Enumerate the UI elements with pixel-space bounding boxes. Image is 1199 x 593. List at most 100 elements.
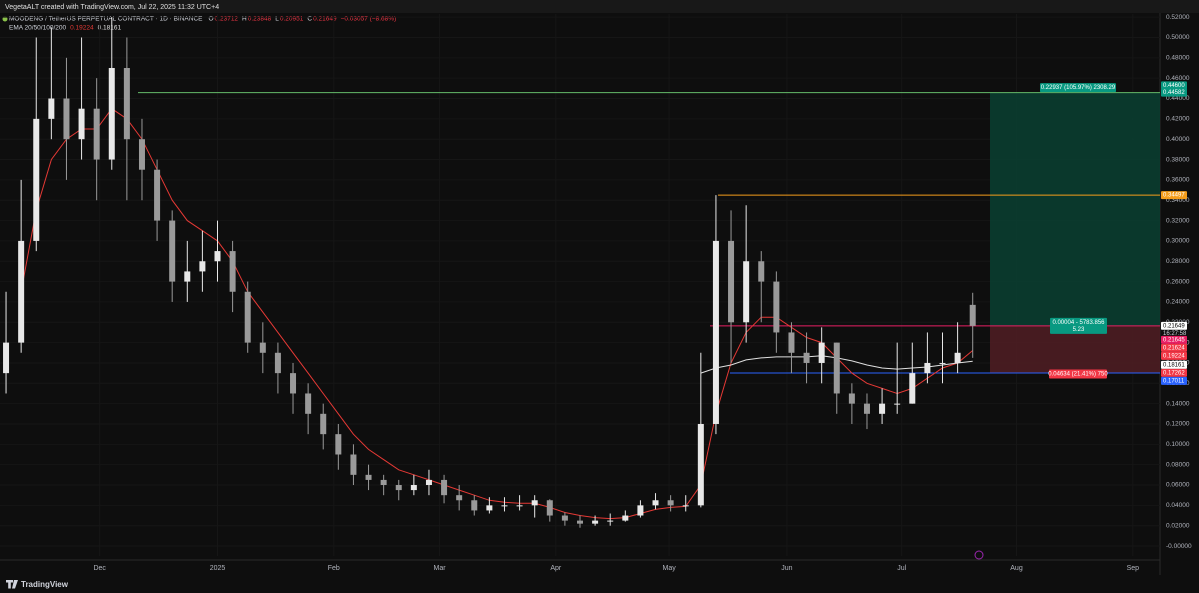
y-tick-label: -0.00000 xyxy=(1166,543,1192,550)
y-tick-label: 0.28000 xyxy=(1166,258,1190,265)
attribution: VegetaALT created with TradingView.com, … xyxy=(5,4,219,11)
candle-body xyxy=(214,251,221,262)
candle-body xyxy=(773,281,780,333)
x-tick-label: Mar xyxy=(434,565,447,572)
x-tick-label: Aug xyxy=(1010,565,1023,572)
candle-body xyxy=(184,271,191,282)
candle-body xyxy=(546,500,553,516)
price-tag-label: 0.34497 xyxy=(1163,193,1185,199)
x-tick-label: May xyxy=(662,565,676,572)
x-tick-label: Feb xyxy=(328,565,340,572)
quote-key: O xyxy=(208,16,213,23)
candle-body xyxy=(123,68,130,140)
price-tag-label: 0.17262 xyxy=(1163,370,1185,376)
candle-body xyxy=(229,251,236,292)
candle-body xyxy=(138,139,145,170)
price-tag xyxy=(1161,343,1187,352)
candle-body xyxy=(728,240,735,323)
candle-body xyxy=(290,373,297,394)
y-tick-label: 0.30000 xyxy=(1166,238,1190,245)
quote-key: L xyxy=(275,16,279,23)
price-tag-label: 0.21624 xyxy=(1163,345,1185,351)
y-tick-label: 0.14000 xyxy=(1166,400,1190,407)
price-tag-label: 0.19224 xyxy=(1163,353,1185,359)
price-tag xyxy=(1161,335,1187,344)
candle-body xyxy=(863,403,870,414)
x-tick-label: Jun xyxy=(781,565,792,572)
candle-body xyxy=(758,261,765,282)
candle-body xyxy=(425,479,432,486)
price-tag-label: 0.44582 xyxy=(1163,90,1185,96)
y-tick-label: 0.12000 xyxy=(1166,421,1190,428)
candle-body xyxy=(652,500,659,506)
candle-body xyxy=(305,393,312,414)
target-label: 0.22937 (105.97%) 2308.29 xyxy=(1041,85,1116,91)
candle-body xyxy=(743,261,750,323)
candle-body xyxy=(622,515,629,521)
stop-label: 0.04634 (21.41%) 750 xyxy=(1048,372,1108,378)
candle-body xyxy=(350,454,357,475)
candle-body xyxy=(924,362,931,374)
price-tag-label: 0.17011 xyxy=(1163,378,1185,384)
candle-body xyxy=(788,332,795,353)
candle-body xyxy=(697,423,704,506)
y-tick-label: 0.26000 xyxy=(1166,278,1190,285)
candle-body xyxy=(395,485,402,491)
quote-value: 0.20951 xyxy=(280,16,304,23)
candle-body xyxy=(682,505,689,507)
quote-value: 0.21649 xyxy=(313,16,337,23)
candle-body xyxy=(3,342,10,374)
candle-body xyxy=(501,505,508,507)
y-tick-label: 0.04000 xyxy=(1166,502,1190,509)
candle-body xyxy=(274,352,281,374)
countdown: 16:27:58 xyxy=(1163,331,1187,337)
x-tick-label: Apr xyxy=(550,565,562,572)
y-tick-label: 0.48000 xyxy=(1166,55,1190,62)
price-tag xyxy=(1161,321,1187,330)
profit-zone xyxy=(990,92,1160,326)
countdown-box xyxy=(1161,329,1187,337)
price-tag xyxy=(1161,360,1187,369)
price-tag xyxy=(1161,191,1187,200)
y-tick-label: 0.24000 xyxy=(1166,299,1190,306)
candle-body xyxy=(969,304,976,326)
price-tag-label: 0.21649 xyxy=(1163,323,1185,329)
x-tick-label: Sep xyxy=(1127,565,1140,572)
y-tick-label: 0.38000 xyxy=(1166,156,1190,163)
price-tag xyxy=(1161,351,1187,360)
quote-key: H xyxy=(242,16,247,23)
candle-body xyxy=(199,261,206,272)
candle-body xyxy=(848,393,855,404)
y-tick-label: 0.50000 xyxy=(1166,34,1190,41)
candle-body xyxy=(667,500,674,506)
quote-key: C xyxy=(307,16,312,23)
candle-body xyxy=(561,515,568,521)
candle-body xyxy=(607,520,614,522)
symbol: MOODENG / TetherUS PERPETUAL CONTRACT · … xyxy=(9,16,203,23)
price-tag xyxy=(1161,376,1187,385)
candle-body xyxy=(592,520,599,524)
footer-bar xyxy=(0,576,1199,593)
candle-body xyxy=(803,352,810,363)
candle-body xyxy=(108,68,115,160)
x-tick-label: 2025 xyxy=(210,565,226,572)
candle-body xyxy=(833,342,840,394)
change: −0.03057 (−8.68%) xyxy=(341,16,397,23)
symbol-icon xyxy=(2,16,8,22)
candle-body xyxy=(456,495,463,501)
candle-body xyxy=(954,352,961,363)
y-tick-label: 0.02000 xyxy=(1166,522,1190,529)
entry-label-box xyxy=(1050,317,1107,334)
candle-body xyxy=(818,342,825,363)
price-tag xyxy=(1161,88,1187,97)
y-tick-label: 0.44000 xyxy=(1166,95,1190,102)
candle-body xyxy=(879,403,886,414)
target-label-box xyxy=(1040,83,1116,93)
y-tick-label: 0.46000 xyxy=(1166,75,1190,82)
candle-body xyxy=(577,520,583,524)
quote-value: 0.23712 xyxy=(215,16,239,23)
logo-icon xyxy=(6,580,18,589)
x-tick-label: Jul xyxy=(897,565,906,572)
candle-body xyxy=(18,240,25,343)
